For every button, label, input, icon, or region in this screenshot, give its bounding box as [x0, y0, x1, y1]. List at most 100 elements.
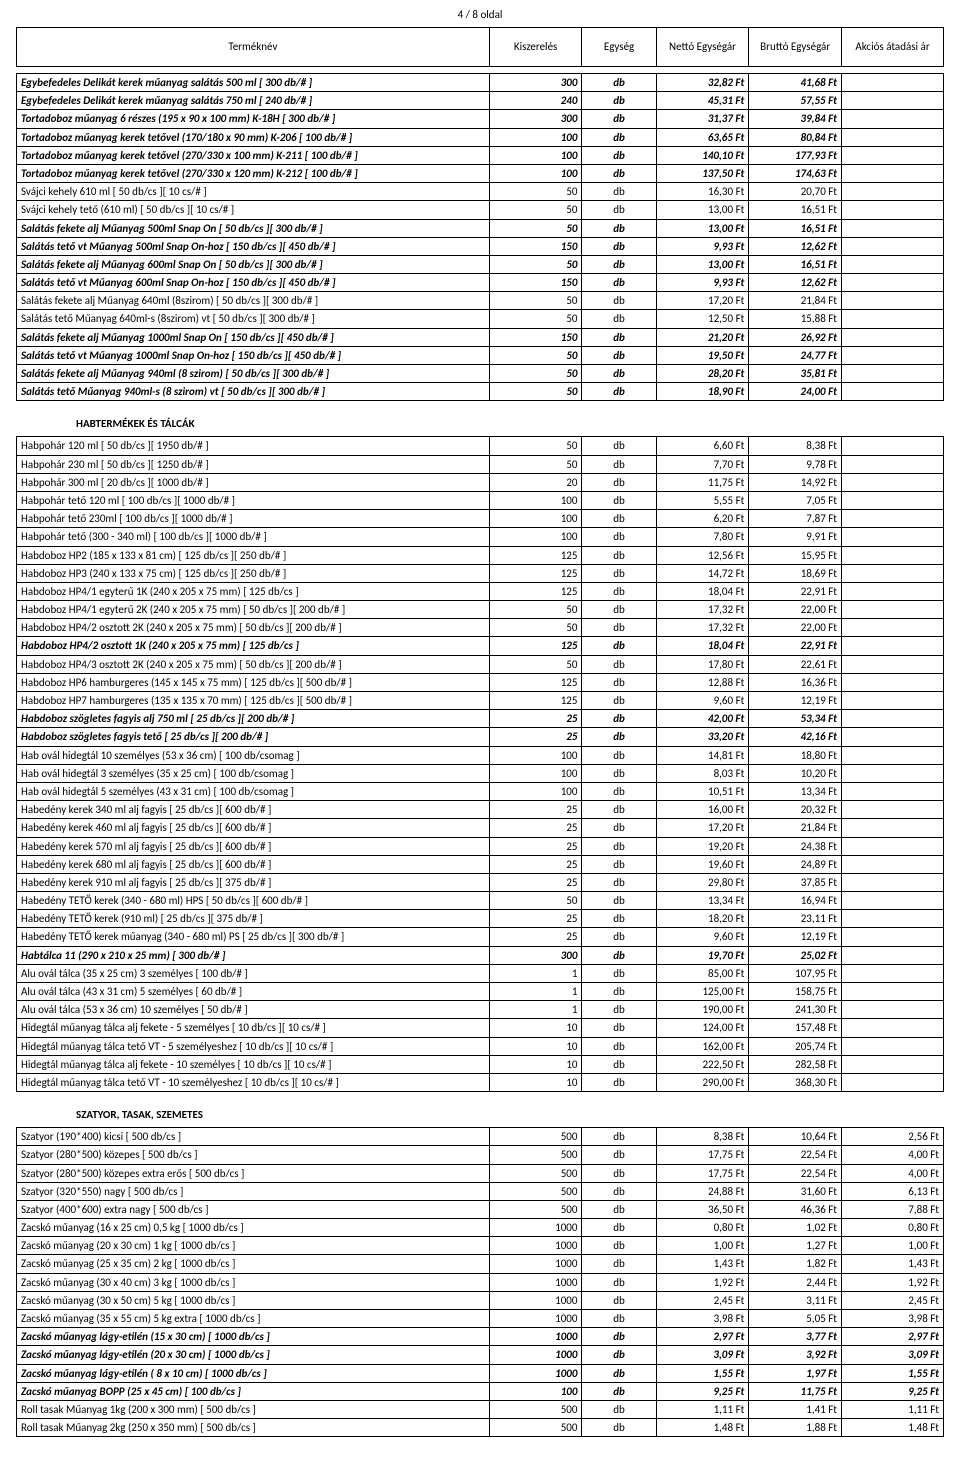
cell-net: 36,50 Ft	[656, 1200, 749, 1218]
cell-name: Zacskó műanyag BOPP (25 x 45 cm) [ 100 d…	[17, 1382, 490, 1400]
cell-gross: 3,77 Ft	[749, 1328, 842, 1346]
cell-unit: db	[582, 1164, 656, 1182]
table-row: Egybefedeles Delikát kerek műanyag salát…	[17, 74, 944, 92]
cell-sale	[842, 292, 944, 310]
table-row: Salátás tető Műanyag 940ml-s (8 szirom) …	[17, 383, 944, 401]
cell-name: Hab ovál hidegtál 5 személyes (43 x 31 c…	[17, 782, 490, 800]
cell-name: Habtálca 11 (290 x 210 x 25 mm) [ 300 db…	[17, 946, 490, 964]
cell-unit: db	[582, 710, 656, 728]
table-row: Hab ovál hidegtál 10 személyes (53 x 36 …	[17, 746, 944, 764]
table-row: Hidegtál műanyag tálca alj fekete - 5 sz…	[17, 1019, 944, 1037]
cell-name: Salátás tető vt Műanyag 1000ml Snap On-h…	[17, 346, 490, 364]
cell-qty: 50	[489, 383, 582, 401]
cell-sale: 1,00 Ft	[842, 1237, 944, 1255]
cell-name: Habpohár 230 ml [ 50 db/cs ][ 1250 db/# …	[17, 455, 490, 473]
cell-gross: 21,84 Ft	[749, 819, 842, 837]
table-row: Habedény kerek 340 ml alj fagyis [ 25 db…	[17, 801, 944, 819]
cell-qty: 1000	[489, 1237, 582, 1255]
cell-sale	[842, 74, 944, 92]
cell-gross: 35,81 Ft	[749, 365, 842, 383]
cell-net: 124,00 Ft	[656, 1019, 749, 1037]
table-row: Habedény kerek 680 ml alj fagyis [ 25 db…	[17, 855, 944, 873]
cell-unit: db	[582, 164, 656, 182]
cell-net: 19,20 Ft	[656, 837, 749, 855]
cell-gross: 20,70 Ft	[749, 183, 842, 201]
table-row: Salátás tető vt Műanyag 1000ml Snap On-h…	[17, 346, 944, 364]
cell-qty: 50	[489, 365, 582, 383]
cell-unit: db	[582, 510, 656, 528]
cell-net: 1,55 Ft	[656, 1364, 749, 1382]
cell-qty: 50	[489, 310, 582, 328]
cell-net: 13,00 Ft	[656, 219, 749, 237]
cell-name: Tortadoboz műanyag kerek tetővel (170/18…	[17, 128, 490, 146]
cell-gross: 16,94 Ft	[749, 892, 842, 910]
cell-name: Zacskó műanyag (35 x 55 cm) 5 kg extra […	[17, 1310, 490, 1328]
cell-unit: db	[582, 564, 656, 582]
cell-qty: 100	[489, 782, 582, 800]
cell-net: 9,25 Ft	[656, 1382, 749, 1400]
cell-unit: db	[582, 1019, 656, 1037]
cell-gross: 16,51 Ft	[749, 201, 842, 219]
cell-unit: db	[582, 728, 656, 746]
table-row: Svájci kehely 610 ml [ 50 db/cs ][ 10 cs…	[17, 183, 944, 201]
cell-qty: 50	[489, 892, 582, 910]
table-row: Habedény TETŐ kerek (910 ml) [ 25 db/cs …	[17, 910, 944, 928]
cell-unit: db	[582, 837, 656, 855]
cell-net: 9,93 Ft	[656, 237, 749, 255]
table-row: Habdoboz szögletes fagyis tető [ 25 db/c…	[17, 728, 944, 746]
cell-name: Roll tasak Műanyag 2kg (250 x 350 mm) [ …	[17, 1419, 490, 1437]
cell-qty: 50	[489, 455, 582, 473]
cell-qty: 1000	[489, 1219, 582, 1237]
header-netprice: Nettó Egységár	[656, 28, 749, 67]
cell-name: Szatyor (280*500) közepes [ 500 db/cs ]	[17, 1146, 490, 1164]
cell-gross: 13,34 Ft	[749, 782, 842, 800]
cell-sale	[842, 837, 944, 855]
page-number: 4 / 8 oldal	[16, 8, 944, 21]
cell-sale	[842, 274, 944, 292]
table-row: Alu ovál tálca (35 x 25 cm) 3 személyes …	[17, 964, 944, 982]
cell-unit: db	[582, 455, 656, 473]
cell-qty: 500	[489, 1200, 582, 1218]
cell-sale	[842, 146, 944, 164]
table-row: Hidegtál műanyag tálca alj fekete - 10 s…	[17, 1055, 944, 1073]
cell-unit: db	[582, 437, 656, 455]
cell-unit: db	[582, 74, 656, 92]
cell-sale	[842, 819, 944, 837]
cell-sale	[842, 1055, 944, 1073]
cell-gross: 1,27 Ft	[749, 1237, 842, 1255]
cell-name: Salátás tető vt Műanyag 600ml Snap On-ho…	[17, 274, 490, 292]
cell-name: Hidegtál műanyag tálca tető VT - 5 szemé…	[17, 1037, 490, 1055]
cell-gross: 174,63 Ft	[749, 164, 842, 182]
cell-sale	[842, 1001, 944, 1019]
cell-name: Hidegtál műanyag tálca alj fekete - 5 sz…	[17, 1019, 490, 1037]
cell-qty: 125	[489, 673, 582, 691]
cell-unit: db	[582, 183, 656, 201]
table-row: Habedény kerek 460 ml alj fagyis [ 25 db…	[17, 819, 944, 837]
table-row: Hidegtál műanyag tálca tető VT - 5 szemé…	[17, 1037, 944, 1055]
table-row: Habtálca 11 (290 x 210 x 25 mm) [ 300 db…	[17, 946, 944, 964]
cell-gross: 368,30 Ft	[749, 1073, 842, 1091]
table-row: Hab ovál hidegtál 3 személyes (35 x 25 c…	[17, 764, 944, 782]
cell-unit: db	[582, 1237, 656, 1255]
cell-sale: 1,92 Ft	[842, 1273, 944, 1291]
table-row: Salátás tető vt Műanyag 500ml Snap On-ho…	[17, 237, 944, 255]
cell-gross: 3,92 Ft	[749, 1346, 842, 1364]
cell-name: Tortadoboz műanyag kerek tetővel (270/33…	[17, 146, 490, 164]
cell-sale	[842, 383, 944, 401]
table-row: Salátás fekete alj Műanyag 640ml (8sziro…	[17, 292, 944, 310]
cell-sale: 2,56 Ft	[842, 1128, 944, 1146]
cell-gross: 282,58 Ft	[749, 1055, 842, 1073]
cell-sale	[842, 655, 944, 673]
cell-net: 7,80 Ft	[656, 528, 749, 546]
cell-gross: 7,05 Ft	[749, 491, 842, 509]
cell-qty: 125	[489, 546, 582, 564]
table-row: Habpohár 120 ml [ 50 db/cs ][ 1950 db/# …	[17, 437, 944, 455]
cell-gross: 37,85 Ft	[749, 873, 842, 891]
cell-qty: 10	[489, 1037, 582, 1055]
cell-net: 17,32 Ft	[656, 619, 749, 637]
cell-net: 13,00 Ft	[656, 255, 749, 273]
cell-name: Zacskó műanyag lágy-etilén ( 8 x 10 cm) …	[17, 1364, 490, 1382]
cell-qty: 50	[489, 219, 582, 237]
cell-unit: db	[582, 255, 656, 273]
section-title: SZATYOR, TASAK, SZEMETES	[76, 1108, 944, 1121]
